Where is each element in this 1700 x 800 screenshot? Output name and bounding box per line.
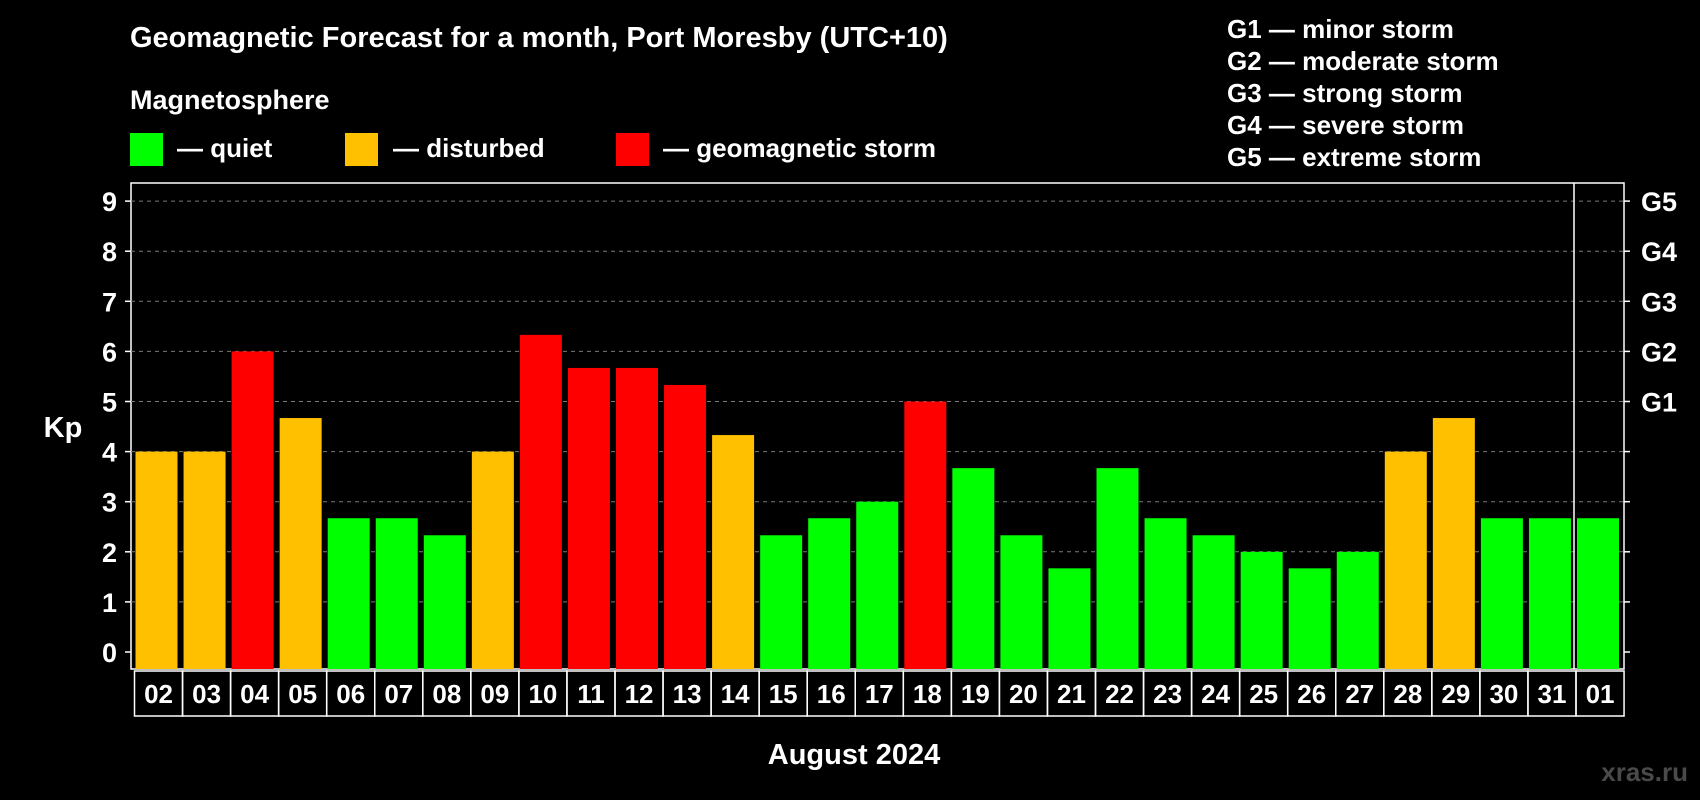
g-scale-g5: G5 — extreme storm bbox=[1227, 142, 1482, 172]
y-tick-label-8: 8 bbox=[102, 237, 117, 267]
x-tick-label-14: 14 bbox=[721, 679, 750, 709]
bar-18 bbox=[904, 401, 947, 669]
right-axis-label-g5: G5 bbox=[1641, 187, 1677, 217]
bar-16 bbox=[808, 518, 851, 669]
x-tick-label-23: 23 bbox=[1153, 679, 1182, 709]
bar-15 bbox=[760, 535, 803, 669]
x-tick-label-31: 31 bbox=[1538, 679, 1567, 709]
x-tick-label-13: 13 bbox=[673, 679, 702, 709]
bar-24 bbox=[1192, 535, 1235, 669]
bar-29 bbox=[1432, 418, 1475, 669]
bar-10 bbox=[519, 334, 562, 669]
legend-swatch-quiet bbox=[130, 133, 163, 166]
bar-31 bbox=[1528, 518, 1571, 669]
g-scale-g3: G3 — strong storm bbox=[1227, 78, 1463, 108]
x-tick-label-11: 11 bbox=[577, 679, 605, 709]
x-tick-label-16: 16 bbox=[817, 679, 846, 709]
bar-23 bbox=[1144, 518, 1187, 669]
bar-04 bbox=[231, 351, 274, 669]
right-axis-label-g2: G2 bbox=[1641, 337, 1677, 367]
x-tick-label-24: 24 bbox=[1201, 679, 1230, 709]
x-tick-label-28: 28 bbox=[1393, 679, 1422, 709]
x-tick-label-04: 04 bbox=[240, 679, 269, 709]
legend-label-quiet: — quiet bbox=[177, 133, 273, 163]
x-tick-label-18: 18 bbox=[913, 679, 942, 709]
bar-05 bbox=[279, 418, 322, 669]
y-axis-label: Kp bbox=[44, 412, 83, 444]
x-tick-label-12: 12 bbox=[625, 679, 654, 709]
right-axis-label-g1: G1 bbox=[1641, 388, 1677, 418]
bar-19 bbox=[952, 468, 995, 669]
legend-heading: Magnetosphere bbox=[130, 85, 330, 115]
y-tick-label-5: 5 bbox=[102, 388, 117, 418]
x-tick-label-21: 21 bbox=[1057, 679, 1086, 709]
x-tick-label-01: 01 bbox=[1586, 679, 1615, 709]
legend-swatch-disturbed bbox=[345, 133, 378, 166]
x-tick-label-15: 15 bbox=[769, 679, 798, 709]
legend-swatch-storm bbox=[616, 133, 649, 166]
bar-28 bbox=[1384, 451, 1427, 669]
bar-06 bbox=[327, 518, 370, 669]
legend-label-disturbed: — disturbed bbox=[393, 133, 545, 163]
x-tick-label-08: 08 bbox=[432, 679, 461, 709]
bar-22 bbox=[1096, 468, 1139, 669]
x-tick-label-02: 02 bbox=[144, 679, 173, 709]
bar-11 bbox=[567, 367, 610, 669]
bar-26 bbox=[1288, 568, 1331, 669]
legend-label-storm: — geomagnetic storm bbox=[663, 133, 937, 163]
bar-09 bbox=[471, 451, 514, 669]
bar-07 bbox=[375, 518, 418, 669]
y-tick-label-9: 9 bbox=[102, 187, 117, 217]
bar-21 bbox=[1048, 568, 1091, 669]
x-tick-label-06: 06 bbox=[336, 679, 365, 709]
x-tick-label-10: 10 bbox=[528, 679, 557, 709]
bar-27 bbox=[1336, 551, 1379, 669]
x-tick-label-25: 25 bbox=[1249, 679, 1278, 709]
x-axis-label: August 2024 bbox=[768, 739, 940, 771]
bar-25 bbox=[1240, 551, 1283, 669]
bar-17 bbox=[856, 501, 899, 669]
bar-20 bbox=[1000, 535, 1043, 669]
y-tick-label-1: 1 bbox=[102, 588, 117, 618]
y-tick-label-3: 3 bbox=[102, 488, 117, 518]
x-tick-label-07: 07 bbox=[384, 679, 413, 709]
x-tick-label-19: 19 bbox=[961, 679, 990, 709]
right-axis-label-g4: G4 bbox=[1641, 237, 1677, 267]
x-tick-label-09: 09 bbox=[480, 679, 509, 709]
x-tick-label-05: 05 bbox=[288, 679, 317, 709]
x-tick-label-29: 29 bbox=[1441, 679, 1470, 709]
bar-03 bbox=[183, 451, 226, 669]
x-tick-label-17: 17 bbox=[865, 679, 894, 709]
bar-13 bbox=[664, 384, 707, 669]
category-box-01 bbox=[1575, 670, 1625, 717]
bar-08 bbox=[423, 535, 466, 669]
g-scale-g2: G2 — moderate storm bbox=[1227, 46, 1499, 76]
x-tick-label-20: 20 bbox=[1009, 679, 1038, 709]
x-tick-label-26: 26 bbox=[1297, 679, 1326, 709]
y-tick-label-6: 6 bbox=[102, 337, 117, 367]
bar-14 bbox=[712, 435, 755, 669]
x-tick-label-30: 30 bbox=[1489, 679, 1518, 709]
x-tick-label-27: 27 bbox=[1345, 679, 1374, 709]
y-tick-label-2: 2 bbox=[102, 538, 117, 568]
y-tick-label-7: 7 bbox=[102, 287, 117, 317]
g-scale-g4: G4 — severe storm bbox=[1227, 110, 1465, 140]
bar-02 bbox=[135, 451, 178, 669]
g-scale-g1: G1 — minor storm bbox=[1227, 14, 1454, 44]
bar-01 bbox=[1577, 518, 1619, 669]
x-tick-label-03: 03 bbox=[192, 679, 221, 709]
right-axis-label-g3: G3 bbox=[1641, 287, 1677, 317]
x-tick-label-22: 22 bbox=[1105, 679, 1134, 709]
y-tick-label-4: 4 bbox=[102, 438, 117, 468]
chart-title: Geomagnetic Forecast for a month, Port M… bbox=[130, 22, 948, 54]
y-tick-label-0: 0 bbox=[102, 638, 117, 668]
watermark: xras.ru bbox=[1601, 757, 1688, 787]
bar-12 bbox=[616, 367, 658, 669]
bar-30 bbox=[1480, 518, 1523, 669]
